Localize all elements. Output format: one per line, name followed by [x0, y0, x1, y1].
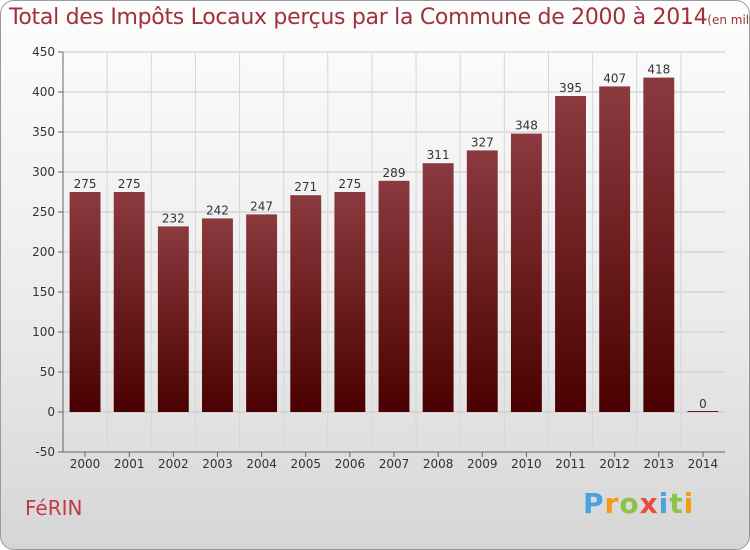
y-tick-label: 0 [47, 405, 55, 419]
value-label-2007: 289 [383, 166, 406, 180]
bar-2012 [599, 86, 631, 413]
commune-name: FéRIN [25, 496, 83, 520]
x-tick-label: 2007 [379, 457, 410, 471]
value-label-2006: 275 [338, 177, 361, 191]
bar-2003 [202, 218, 233, 412]
bar-2014 [687, 411, 719, 412]
y-tick-label: 300 [32, 165, 55, 179]
value-label-2009: 327 [471, 135, 494, 149]
logo-letter: o [619, 487, 640, 520]
bar-2007 [378, 180, 410, 412]
y-tick-label: 150 [32, 285, 55, 299]
axes: -50 0 50 100 150 200 250 300 350 400 450 2000 2001 20… [32, 45, 725, 471]
bar-2001 [113, 192, 145, 412]
x-tick-label: 2004 [246, 457, 277, 471]
x-tick-label: 2005 [290, 457, 321, 471]
chart-title-main: Total des Impôts Locaux perçus par la Co… [9, 5, 708, 30]
x-tick-label: 2010 [511, 457, 542, 471]
y-tick-label: 450 [32, 45, 55, 59]
y-tick-label: 100 [32, 325, 55, 339]
bars [69, 77, 719, 413]
value-label-2010: 348 [515, 119, 538, 133]
value-label-2000: 275 [74, 177, 97, 191]
logo-letter: P [583, 487, 605, 520]
y-tick-label: 400 [32, 85, 55, 99]
value-label-2001: 275 [118, 177, 141, 191]
x-tick-label: 2001 [114, 457, 145, 471]
x-tick-label: 2009 [467, 457, 498, 471]
bar-2002 [157, 226, 189, 412]
chart-title: Total des Impôts Locaux perçus par la Co… [9, 5, 750, 30]
logo-letter: i [658, 487, 670, 520]
bar-2004 [246, 214, 278, 412]
x-tick-label: 2011 [555, 457, 586, 471]
x-tick-label: 2003 [202, 457, 233, 471]
proxiti-logo: Proxiti [583, 487, 694, 520]
bar-2006 [334, 192, 366, 412]
y-tick-label: -50 [35, 445, 55, 459]
y-tick-label: 250 [32, 205, 55, 219]
value-label-2014: 0 [699, 397, 707, 411]
chart-title-unit: (en milliers d'€) [707, 13, 750, 27]
value-label-2008: 311 [427, 148, 450, 162]
value-label-2003: 242 [206, 203, 229, 217]
bar-2011 [555, 96, 586, 412]
value-label-2004: 247 [250, 199, 273, 213]
bar-2010 [510, 133, 542, 412]
value-label-2002: 232 [162, 211, 185, 225]
value-label-2011: 395 [559, 81, 582, 95]
bar-2008 [422, 163, 454, 412]
value-label-2005: 271 [294, 180, 317, 194]
bar-2000 [69, 192, 101, 412]
value-label-2013: 418 [647, 63, 670, 77]
x-tick-label: 2008 [423, 457, 454, 471]
x-tick-label: 2013 [644, 457, 675, 471]
data-labels: 275 275 232 242 247 271 275 289 311 327 348 395 407 4… [74, 63, 707, 411]
bar-2005 [290, 195, 322, 412]
x-tick-label: 2012 [599, 457, 630, 471]
y-tick-label: 50 [40, 365, 55, 379]
x-tick-label: 2002 [158, 457, 189, 471]
bar-2013 [643, 77, 675, 412]
x-tick-label: 2000 [70, 457, 101, 471]
y-tick-label: 200 [32, 245, 55, 259]
value-label-2012: 407 [603, 71, 626, 85]
x-tick-label: 2014 [688, 457, 719, 471]
logo-letter: r [604, 487, 620, 520]
logo-letter: i [683, 487, 695, 520]
x-tick-label: 2006 [335, 457, 366, 471]
logo-letter: x [639, 487, 659, 520]
y-tick-label: 350 [32, 125, 55, 139]
bar-2009 [466, 150, 498, 412]
logo-letter: t [669, 487, 684, 520]
